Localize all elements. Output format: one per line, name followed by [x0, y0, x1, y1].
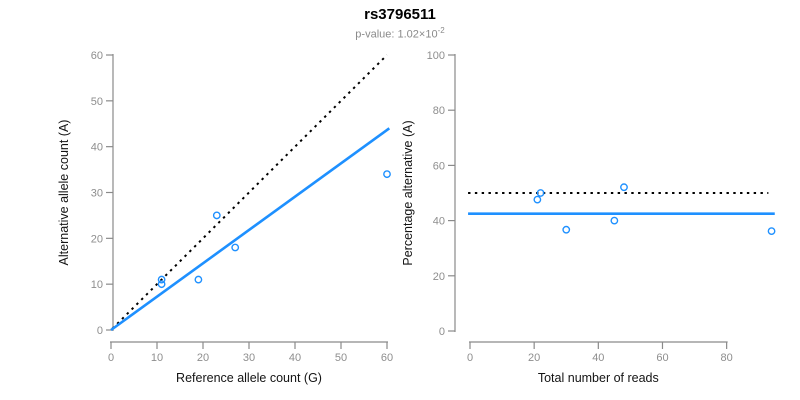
y-axis-title: Alternative allele count (A) — [57, 120, 71, 266]
x-tick-label: 40 — [289, 352, 301, 364]
p-value-exponent: -2 — [437, 26, 445, 35]
y-tick-label: 30 — [91, 188, 103, 200]
x-tick-label: 0 — [467, 352, 473, 364]
y-tick-label: 80 — [433, 105, 445, 117]
y-axis-title: Percentage alternative (A) — [401, 120, 415, 265]
y-tick-label: 100 — [427, 50, 445, 62]
p-value-subtitle: p-value: 1.02×10-2 — [0, 24, 800, 42]
x-tick-label: 30 — [243, 352, 255, 364]
y-tick-label: 40 — [91, 142, 103, 154]
page-title: rs3796511 — [364, 6, 436, 23]
x-tick-label: 80 — [721, 352, 733, 364]
y-tick-label: 0 — [439, 326, 445, 338]
x-tick-label: 50 — [335, 352, 347, 364]
data-point — [157, 280, 166, 289]
data-point — [767, 227, 776, 235]
allele-count-scatter-panel: 0 10 20 30 40 50 60 0 10 20 30 40 50 60 Reference alle… — [57, 50, 393, 385]
x-axis-title: Reference allele count (G) — [176, 371, 322, 385]
y-tick-label: 60 — [433, 160, 445, 172]
y-tick-label: 50 — [91, 96, 103, 108]
y-tick-label: 60 — [91, 50, 103, 62]
identity-line — [111, 54, 388, 330]
y-tick-label: 0 — [97, 325, 103, 337]
data-point — [212, 211, 221, 220]
percentage-vs-reads-panel: 0 20 40 60 80 0 20 40 60 80 100 Total number of rea… — [401, 50, 776, 385]
data-point — [383, 170, 391, 179]
x-tick-label: 60 — [656, 352, 668, 364]
y-tick-label: 40 — [433, 216, 445, 228]
x-axis-title: Total number of reads — [538, 371, 659, 385]
data-point — [562, 225, 571, 234]
y-tick-label: 20 — [433, 271, 445, 283]
data-point — [533, 195, 542, 204]
x-tick-label: 20 — [528, 352, 540, 364]
y-tick-label: 20 — [91, 233, 103, 245]
data-point — [536, 189, 545, 197]
fit-line — [110, 127, 391, 332]
x-tick-label: 40 — [592, 352, 604, 364]
title-block: rs3796511 p-value: 1.02×10-2 — [0, 6, 800, 42]
y-tick-label: 10 — [91, 279, 103, 291]
data-point — [194, 275, 203, 284]
data-point — [620, 183, 628, 192]
data-point — [231, 243, 240, 252]
x-tick-label: 20 — [197, 352, 209, 364]
data-point — [610, 216, 619, 225]
data-point — [157, 275, 166, 284]
p-value-base: p-value: 1.02×10 — [355, 28, 438, 41]
x-tick-label: 0 — [108, 352, 114, 364]
x-tick-label: 10 — [151, 352, 163, 364]
x-tick-label: 60 — [381, 352, 393, 364]
